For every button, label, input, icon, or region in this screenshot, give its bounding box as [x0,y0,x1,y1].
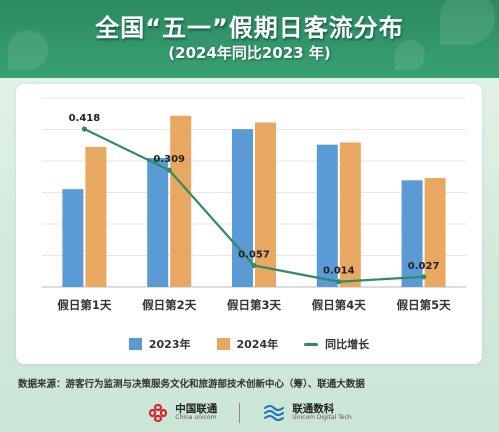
data-label: 0.027 [408,261,440,272]
legend-swatch-2023 [128,338,142,350]
x-tick-label: 假日第1天 [57,298,112,312]
page-title: 全国“五一”假期日客流分布 [95,14,404,42]
china-unicom-knot-icon [149,403,168,423]
legend-swatch-growth [304,342,319,346]
growth-point [251,262,257,269]
data-label: 0.014 [323,266,355,277]
leaf-decoration [8,30,48,70]
bar-2024年-1 [85,146,107,287]
growth-point [336,279,342,285]
data-label: 0.057 [238,249,270,260]
page-subtitle: (2024年同比2023 年) [168,44,331,62]
legend-label-2023: 2023年 [148,338,191,351]
bar-2024年-3 [255,122,276,287]
bar-2024年-2 [170,115,192,287]
chart-card: 假日第1天 假日第2天 假日第3天 假日第4天 假日第5天 0.418 0.309 0.057… [16,84,482,364]
data-label: 0.309 [153,154,185,165]
logo-unicom-digital-tech-name: 联通数科 [292,403,335,416]
header-banner: 全国“五一”假期日客流分布 (2024年同比2023 年) [0,0,499,78]
leaf-decoration [440,0,495,45]
legend-item-2024: 2024年 [216,336,279,352]
bar-2023年-5 [401,180,423,287]
legend-swatch-2024 [216,338,230,350]
legend-item-growth: 同比增长 [304,336,369,352]
unicom-digital-tech-icon [264,405,285,421]
bar-2023年-3 [232,129,253,287]
logo-unicom-digital-tech: 联通数科 Unicom Digital Tech [262,402,352,424]
logo-china-unicom: 中国联通 China unicom [147,402,217,424]
logo-china-unicom-name: 中国联通 [175,403,218,416]
legend-item-2023: 2023年 [128,336,191,352]
x-tick-label: 假日第4天 [312,298,367,312]
legend-label-growth: 同比增长 [325,338,370,351]
x-tick-label: 假日第3天 [227,298,282,312]
bar-2023年-4 [316,144,338,287]
chart-legend: 2023年 2024年 同比增长 [16,334,482,354]
leaf-decoration [395,40,425,70]
logo-divider [239,403,241,423]
growth-point [81,126,87,132]
bar-2023年-2 [147,158,169,287]
x-tick-label: 假日第5天 [397,298,452,312]
x-tick-label: 假日第2天 [142,298,197,312]
legend-label-2024: 2024年 [236,338,279,351]
logo-china-unicom-sub: China unicom [175,414,217,422]
bar-2024年-4 [339,142,361,287]
logo-unicom-digital-tech-sub: Unicom Digital Tech [292,414,352,422]
bar-2024年-5 [424,178,446,287]
growth-point [166,167,172,173]
chart: 假日第1天 假日第2天 假日第3天 假日第4天 假日第5天 0.418 0.309 0.057… [42,97,466,312]
growth-point [421,274,427,280]
logo-bar: 中国联通 China unicom 联通数科 Unicom Digital Te… [0,398,499,428]
bar-2023年-1 [62,189,84,287]
data-source-note: 数据来源：游客行为监测与决策服务文化和旅游部技术创新中心（筹）、联通大数据 [18,379,365,390]
data-label: 0.418 [69,113,101,124]
